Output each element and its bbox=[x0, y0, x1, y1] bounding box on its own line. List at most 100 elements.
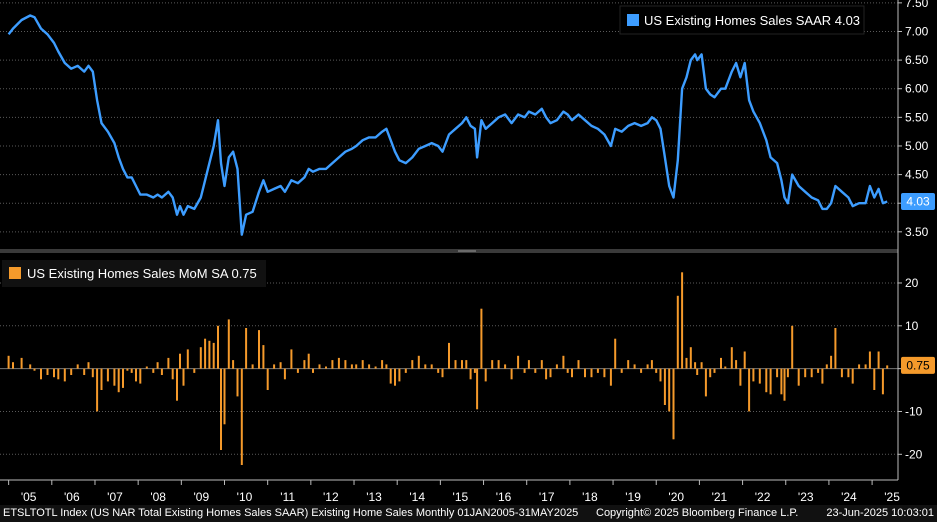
mom-bar bbox=[473, 368, 476, 373]
mom-bar bbox=[117, 368, 120, 393]
bottom-panel: -20 -10 10 20 US Existing Homes Sales MoM S… bbox=[0, 260, 935, 465]
mom-bar bbox=[810, 368, 813, 378]
mom-bar bbox=[562, 355, 565, 369]
mom-bar bbox=[817, 368, 820, 373]
mom-bar bbox=[720, 357, 722, 369]
mom-bar bbox=[465, 360, 468, 369]
mom-bar bbox=[441, 368, 444, 378]
mom-bar bbox=[40, 368, 42, 380]
bottom-legend-box bbox=[2, 260, 266, 287]
top-legend-box bbox=[619, 5, 865, 35]
mom-bar bbox=[208, 340, 211, 369]
mom-bar bbox=[540, 360, 543, 369]
mom-bar bbox=[106, 368, 109, 382]
mom-bar bbox=[527, 360, 530, 369]
x-tick-label: '13 bbox=[366, 490, 382, 504]
mom-bar bbox=[344, 360, 347, 369]
top-legend[interactable]: US Existing Homes Sales SAAR 4.03 bbox=[619, 5, 865, 35]
mom-bar bbox=[368, 364, 371, 369]
mom-bar bbox=[830, 355, 833, 369]
mom-bar bbox=[220, 368, 222, 450]
mom-bar bbox=[53, 368, 55, 378]
mom-bar bbox=[411, 360, 414, 369]
mom-bar bbox=[122, 368, 124, 388]
footer-timestamp: 23-Jun-2025 10:03:01 bbox=[826, 507, 934, 519]
mom-bar bbox=[864, 364, 867, 369]
footer-copyright: Copyright© 2025 Bloomberg Finance L.P. bbox=[596, 507, 799, 519]
mom-bar bbox=[840, 368, 843, 378]
x-tick-label: '07 bbox=[107, 490, 123, 504]
mom-bar bbox=[834, 328, 837, 369]
x-tick-label: '15 bbox=[453, 490, 469, 504]
mom-bar bbox=[361, 360, 364, 369]
x-tick-label: '12 bbox=[323, 490, 339, 504]
mom-bar bbox=[160, 368, 163, 375]
mom-bar bbox=[355, 364, 358, 369]
mom-bar bbox=[199, 347, 202, 369]
mom-bar bbox=[868, 351, 871, 369]
mom-bar bbox=[87, 362, 90, 369]
mom-bar bbox=[752, 368, 755, 382]
x-tick-label: '14 bbox=[409, 490, 425, 504]
mom-bar bbox=[700, 362, 703, 369]
mom-bar bbox=[709, 368, 712, 378]
mom-bar bbox=[454, 360, 457, 369]
mom-bar bbox=[130, 368, 133, 373]
mom-bar bbox=[46, 368, 49, 375]
mom-bar bbox=[758, 368, 761, 384]
mom-bar bbox=[545, 368, 548, 380]
panel-divider[interactable] bbox=[0, 249, 898, 253]
mom-bar bbox=[650, 360, 653, 369]
bottom-legend[interactable]: US Existing Homes Sales MoM SA 0.75 bbox=[2, 260, 266, 287]
mom-bar bbox=[448, 342, 450, 369]
mom-bar bbox=[851, 368, 854, 384]
mom-bar bbox=[179, 353, 181, 369]
mom-bar bbox=[609, 368, 612, 386]
mom-bar bbox=[251, 364, 254, 369]
mom-bar bbox=[821, 368, 824, 384]
mom-bar bbox=[497, 360, 500, 369]
mom-bar bbox=[476, 368, 479, 410]
top-y-tick-label: 7.50 bbox=[905, 0, 929, 10]
mom-bar bbox=[186, 349, 189, 369]
mom-bar bbox=[63, 368, 66, 382]
mom-bar bbox=[57, 368, 60, 380]
mom-bar bbox=[571, 368, 573, 378]
x-tick-label: '22 bbox=[755, 490, 771, 504]
mom-bar bbox=[236, 368, 239, 397]
mom-bar bbox=[96, 368, 99, 412]
x-tick-label: '05 bbox=[21, 490, 37, 504]
top-y-tick-label: 5.50 bbox=[905, 110, 929, 124]
mom-bar bbox=[227, 319, 230, 369]
mom-bar bbox=[730, 347, 733, 369]
mom-bar bbox=[20, 357, 23, 369]
mom-bar bbox=[668, 368, 671, 412]
top-y-axis: 3.504.004.505.005.506.006.507.007.50 bbox=[898, 0, 929, 239]
mom-bar bbox=[258, 330, 260, 369]
mom-bar bbox=[245, 328, 248, 369]
mom-bar bbox=[696, 368, 699, 375]
mom-bar bbox=[797, 368, 800, 386]
mom-bar bbox=[517, 355, 520, 369]
top-y-tick-label: 6.00 bbox=[905, 82, 929, 96]
mom-bar bbox=[12, 362, 14, 369]
top-y-tick-label: 4.50 bbox=[905, 168, 929, 182]
x-tick-label: '10 bbox=[237, 490, 253, 504]
mom-bar bbox=[659, 368, 662, 382]
mom-bar bbox=[76, 364, 79, 369]
mom-change-bars bbox=[7, 272, 889, 465]
mom-bar bbox=[266, 368, 269, 390]
mom-bar bbox=[620, 368, 623, 373]
mom-bar bbox=[724, 366, 727, 369]
mom-bar bbox=[694, 362, 697, 369]
mom-bar bbox=[603, 368, 606, 378]
mom-bar bbox=[171, 368, 174, 380]
mom-bar bbox=[672, 368, 675, 440]
mom-bar bbox=[769, 368, 772, 395]
mom-bar bbox=[765, 368, 768, 393]
mom-bar bbox=[100, 368, 103, 390]
x-tick-label: '06 bbox=[64, 490, 80, 504]
mom-bar bbox=[223, 368, 226, 425]
mom-bar bbox=[331, 360, 334, 369]
mom-bar bbox=[877, 351, 880, 369]
